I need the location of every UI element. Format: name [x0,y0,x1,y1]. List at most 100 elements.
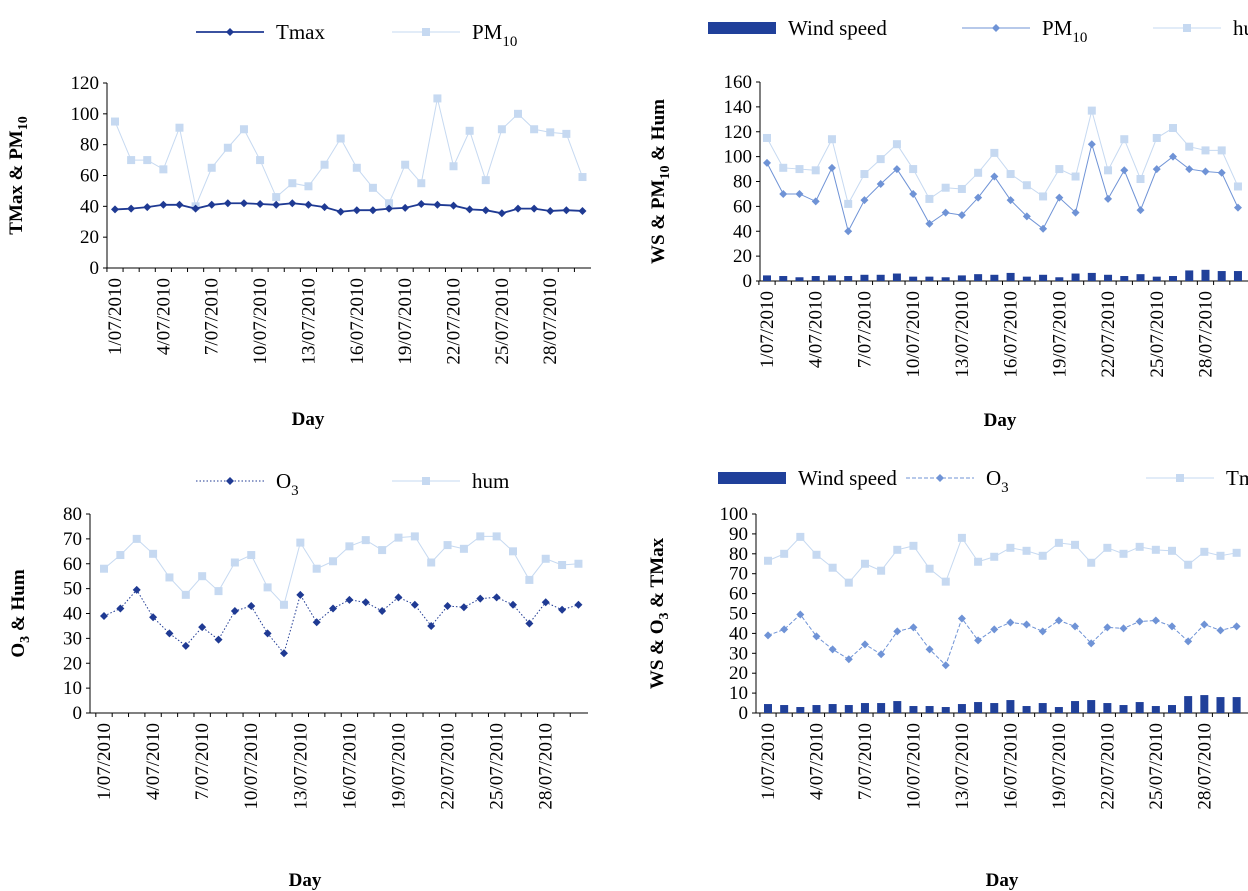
bar [1120,276,1129,281]
y-tick-label: 30 [63,628,82,649]
bar [957,275,966,281]
legend-marker [936,474,944,482]
data-point [974,636,983,645]
data-point [279,649,288,658]
bar [1233,271,1242,281]
data-point [1232,622,1241,631]
data-point [877,650,886,659]
bar [860,274,869,281]
y-tick-label: 40 [729,623,748,644]
x-tick-label: 25/07/2010 [492,278,513,365]
data-point [1185,165,1194,174]
data-point [1151,616,1160,625]
data-point [974,193,983,202]
data-point [941,208,950,217]
data-point [541,554,550,563]
bar [779,276,788,281]
series-hum [100,532,583,609]
x-tick-label: 13/07/2010 [952,291,973,378]
data-point [476,594,485,603]
bar [1087,272,1096,281]
data-point [562,129,571,138]
bar [763,275,771,281]
x-tick-label: 22/07/2010 [1097,723,1118,810]
bar [1087,700,1096,713]
data-point [427,621,436,630]
legend-label-main: O [986,466,1001,490]
data-point [198,572,207,581]
data-point [530,204,539,213]
bar [780,705,789,713]
y-tick-label: 20 [729,663,748,684]
data-point [239,199,248,208]
data-point [1071,622,1080,631]
data-point [780,549,789,558]
bar [1169,276,1177,281]
bar [1152,276,1161,281]
series-tmax [111,199,587,218]
data-point [1169,124,1177,133]
x-tick-label: 22/07/2010 [444,278,465,365]
bar [1200,695,1209,713]
data-point [181,641,190,650]
bar [844,705,853,713]
legend-label: Tmax [1226,466,1248,490]
legend-swatch [708,22,776,34]
y-tick-label: 90 [729,524,748,545]
data-point [433,94,442,103]
bar [877,703,886,713]
series-line [103,535,579,606]
data-point [990,625,999,634]
data-point [159,165,168,174]
y-tick-label: 160 [724,72,753,93]
data-point [476,532,485,541]
data-point [1200,620,1209,629]
bar [1022,276,1031,281]
legend-label-main: Wind speed [788,16,887,40]
x-axis-label-bl: Day [289,870,322,891]
bar [1119,705,1128,713]
x-tick-label: 19/07/2010 [1049,723,1070,810]
data-point [811,166,820,175]
legend-marker [226,477,234,485]
data-point [304,182,313,191]
x-tick-label: 1/07/2010 [757,291,778,368]
y-label-subscript: 10 [16,116,31,130]
data-point [525,575,534,584]
data-point [1006,170,1015,179]
legend-label-main: PM [1042,16,1073,40]
bar [941,277,950,281]
data-point [1038,627,1047,636]
x-tick-label: 19/07/2010 [395,278,416,365]
data-point [779,189,788,198]
legend-item: Tmax [196,20,325,44]
data-point [378,546,387,555]
data-point [1168,546,1176,555]
data-point [860,559,869,568]
y-tick-label: 50 [729,604,748,625]
data-point [256,156,265,165]
data-point [410,532,419,541]
y-label-part: TMax & PM [6,130,27,235]
x-tick-label: 1/07/2010 [105,278,126,355]
y-tick-label: 100 [724,147,753,168]
x-tick-label: 4/07/2010 [806,723,827,800]
y-axis-label-br: WS & O3 & TMax [647,537,672,689]
y-tick-label: 80 [63,504,82,525]
data-point [844,578,853,587]
data-point [578,173,587,182]
data-point [893,545,902,554]
bar [1151,706,1160,713]
data-point [795,189,804,198]
data-point [312,564,321,573]
data-point [272,200,281,209]
data-point [1104,194,1113,203]
data-point [1151,545,1160,554]
series-line [114,202,583,215]
x-tick-label: 25/07/2010 [1147,291,1168,378]
y-label-subscript: 10 [658,166,673,180]
data-point [279,600,288,609]
y-tick-label: 60 [80,166,99,187]
